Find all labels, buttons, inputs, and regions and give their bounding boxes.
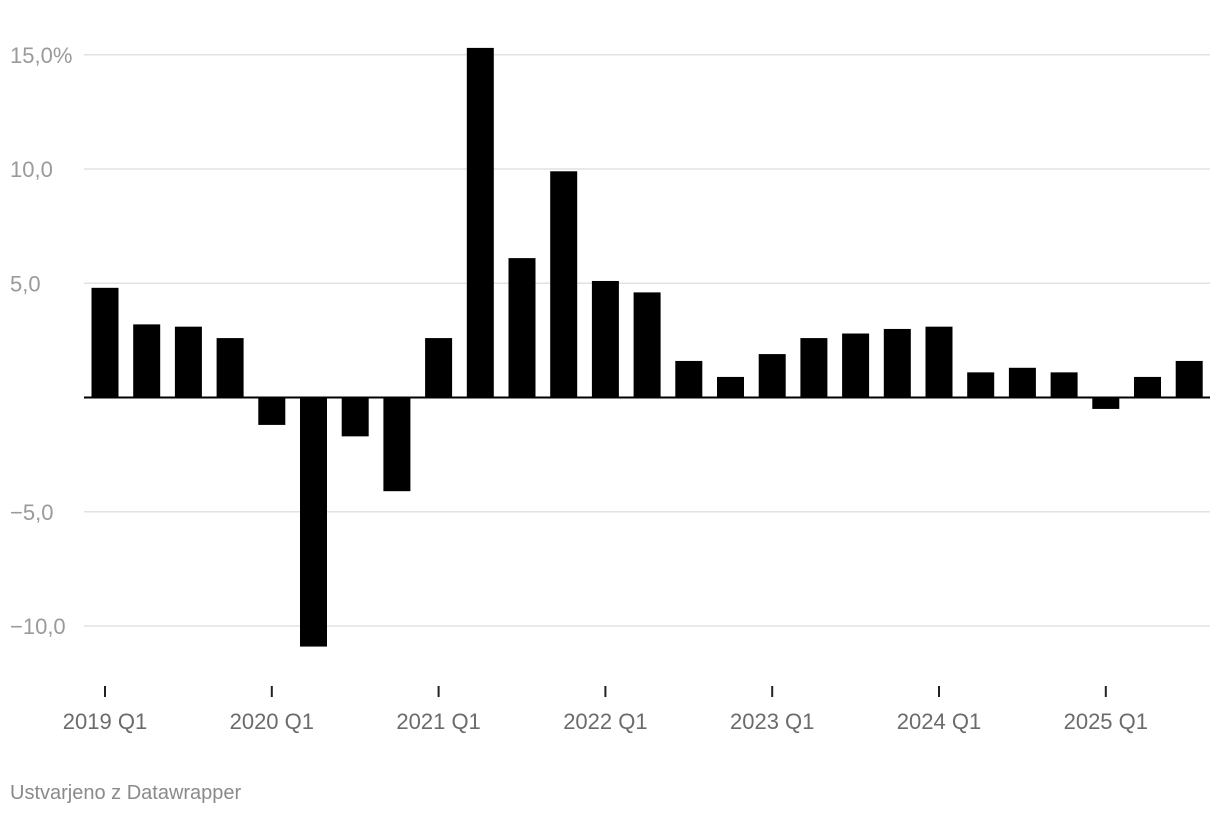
bar-2019-q2[interactable] [133,324,161,398]
bar-2023-q1[interactable] [758,354,786,398]
bar-2020-q3[interactable] [341,397,369,437]
bar-2024-q4[interactable] [1050,372,1078,398]
bar-2023-q2[interactable] [800,338,828,398]
bar-2020-q2[interactable] [300,397,327,647]
y-tick-label: 5,0 [10,271,41,296]
y-tick-label: 15,0% [10,43,72,68]
x-tick-label: 2024 Q1 [897,709,981,734]
bar-2025-q3[interactable] [1175,360,1203,398]
y-axis-labels: 15,0% 10,0 5,0 −5,0 −10,0 [10,43,72,639]
bar-2022-q4[interactable] [717,376,744,398]
bar-2022-q3[interactable] [675,360,703,398]
bar-2025-q1[interactable] [1092,397,1120,409]
bar-2022-q2[interactable] [633,292,661,398]
bar-2019-q4[interactable] [216,338,244,398]
bar-2023-q3[interactable] [842,333,870,398]
bar-2021-q4[interactable] [550,171,578,398]
bar-2021-q1[interactable] [425,338,453,398]
bar-2019-q3[interactable] [174,326,202,398]
bar-2023-q4[interactable] [883,328,911,398]
bar-2024-q3[interactable] [1008,367,1036,398]
gridlines [84,54,1210,627]
y-tick-label: −10,0 [10,614,66,639]
bar-2021-q2[interactable] [466,47,494,398]
bar-2020-q4[interactable] [383,397,411,492]
y-tick-label: −5,0 [10,500,53,525]
x-tick-label: 2022 Q1 [563,709,647,734]
bar-2022-q1[interactable] [591,280,619,398]
x-tick-label: 2020 Q1 [230,709,314,734]
datawrapper-credit[interactable]: Ustvarjeno z Datawrapper [10,782,242,804]
bar-2020-q1[interactable] [258,397,286,425]
bar-2024-q2[interactable] [967,372,995,398]
bar-2025-q2[interactable] [1134,376,1161,398]
bars [91,47,1203,647]
x-tick-label: 2025 Q1 [1064,709,1148,734]
x-axis: 2019 Q1 2020 Q1 2021 Q1 2022 Q1 2023 Q1 2024 … [63,686,1148,734]
bar-2024-q1[interactable] [925,326,953,398]
bar-2021-q3[interactable] [508,258,536,398]
x-tick-label: 2019 Q1 [63,709,147,734]
bar-2019-q1[interactable] [91,287,119,398]
x-tick-label: 2023 Q1 [730,709,814,734]
x-tick-label: 2021 Q1 [396,709,480,734]
y-tick-label: 10,0 [10,157,53,182]
